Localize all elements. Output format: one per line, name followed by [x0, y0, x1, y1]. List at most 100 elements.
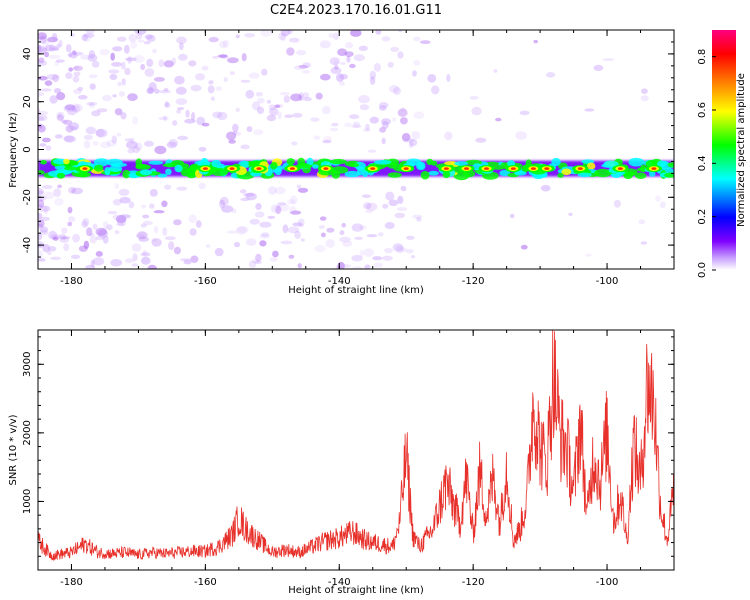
heatmap-speckle	[43, 205, 48, 215]
heatmap-speckle	[329, 57, 340, 66]
heatmap-speckle	[102, 94, 112, 102]
heatmap-speckle	[39, 45, 48, 51]
heatmap-speckle	[111, 62, 123, 67]
heatmap-speckle	[42, 137, 51, 143]
heatmap-speckle	[85, 126, 97, 135]
heatmap-speckle	[49, 95, 58, 104]
heatmap-speckle	[314, 244, 326, 253]
heatmap-speckle	[323, 136, 333, 142]
heatmap-speckle	[353, 54, 365, 62]
heatmap-speckle	[381, 137, 386, 145]
x-tick-label: -180	[60, 577, 83, 588]
snr-x-ticks: -180 -160 -140 -120 -100	[37, 330, 675, 588]
heatmap-speckle	[431, 85, 440, 95]
heatmap-speckle	[235, 131, 242, 137]
heatmap-speckle	[427, 74, 437, 83]
heatmap-speckle	[95, 128, 106, 138]
heatmap-speckle	[298, 92, 305, 102]
heatmap-speckle	[334, 64, 339, 70]
heatmap-band-cell	[93, 164, 104, 172]
heatmap-speckle	[45, 145, 52, 151]
heatmap-speckle	[74, 104, 80, 113]
heatmap-band-cell	[667, 162, 674, 168]
heatmap-speckle	[144, 68, 155, 77]
heatmap-speckle	[413, 36, 421, 42]
heatmap-speckle	[44, 51, 50, 58]
y-tick-label: 2000	[22, 420, 33, 445]
heatmap-hotspot-core	[464, 167, 469, 170]
heatmap-band-cell	[312, 164, 319, 169]
heatmap-speckle	[146, 58, 154, 67]
heatmap-speckle	[124, 138, 133, 142]
heatmap-speckle	[322, 139, 332, 144]
heatmap-speckle	[319, 216, 327, 221]
heatmap-speckle	[369, 116, 379, 124]
heatmap-speckle	[245, 238, 257, 246]
x-tick-label: -120	[462, 276, 485, 287]
y-tick-label: 20	[22, 95, 33, 108]
heatmap-speckle	[275, 103, 284, 108]
x-tick-label: -100	[596, 577, 619, 588]
heatmap-speckle	[184, 118, 196, 124]
heatmap-band-cell	[56, 172, 66, 179]
heatmap-speckle	[261, 68, 268, 76]
heatmap-speckle	[329, 127, 339, 132]
heatmap-speckle	[99, 49, 110, 56]
heatmap-speckle	[249, 218, 260, 225]
heatmap-speckle	[446, 74, 451, 82]
heatmap-speckle	[67, 206, 73, 214]
heatmap-speckle	[369, 76, 376, 85]
heatmap-speckle	[136, 32, 143, 40]
colorbar-gradient	[712, 30, 736, 270]
heatmap-speckle	[493, 69, 498, 73]
heatmap-speckle	[223, 39, 230, 48]
heatmap-speckle	[90, 259, 95, 268]
heatmap-speckle	[400, 107, 406, 112]
heatmap-hotspot-core	[530, 167, 536, 170]
heatmap-speckle	[351, 124, 362, 129]
heatmap-speckle	[125, 258, 134, 264]
heatmap-speckle	[116, 222, 126, 226]
heatmap-hotspot-core	[289, 167, 295, 170]
heatmap-speckle	[240, 144, 250, 150]
heatmap-speckle	[240, 197, 250, 202]
heatmap-speckle	[112, 214, 121, 221]
heatmap-speckle	[350, 30, 362, 37]
heatmap-speckle	[416, 216, 422, 222]
heatmap-speckle	[515, 131, 528, 140]
heatmap-speckle	[163, 88, 169, 92]
heatmap-speckle	[177, 107, 185, 111]
heatmap-speckle	[330, 66, 342, 75]
heatmap-speckle	[176, 109, 182, 114]
heatmap-speckle	[38, 124, 46, 133]
heatmap-speckle	[70, 254, 81, 259]
heatmap-speckle	[96, 108, 108, 113]
heatmap-speckle	[219, 199, 226, 209]
heatmap-speckle	[38, 47, 44, 54]
heatmap-speckle	[38, 91, 45, 97]
heatmap-speckle	[142, 250, 147, 256]
heatmap-speckle	[251, 101, 261, 111]
heatmap-speckle	[399, 247, 408, 253]
heatmap-speckle	[39, 229, 49, 235]
heatmap-speckle	[388, 199, 399, 207]
heatmap-hotspot-core	[617, 167, 623, 170]
heatmap-speckle	[342, 240, 353, 247]
heatmap-speckle	[130, 41, 138, 49]
heatmap-speckle	[363, 202, 372, 210]
heatmap-speckle	[303, 97, 312, 102]
heatmap-speckle	[95, 251, 103, 257]
heatmap-speckle	[394, 212, 406, 219]
heatmap-speckle	[402, 138, 415, 143]
heatmap-speckle	[240, 189, 247, 194]
heatmap-speckle	[63, 135, 75, 142]
heatmap-speckle	[120, 112, 127, 120]
heatmap-speckle	[114, 183, 119, 190]
heatmap-speckle	[240, 79, 251, 83]
heatmap-speckle	[146, 34, 156, 43]
heatmap-speckle	[149, 189, 158, 197]
heatmap-speckle	[131, 263, 139, 267]
heatmap-speckle	[397, 51, 404, 59]
heatmap-speckle	[395, 245, 405, 254]
heatmap-speckle	[38, 190, 44, 195]
